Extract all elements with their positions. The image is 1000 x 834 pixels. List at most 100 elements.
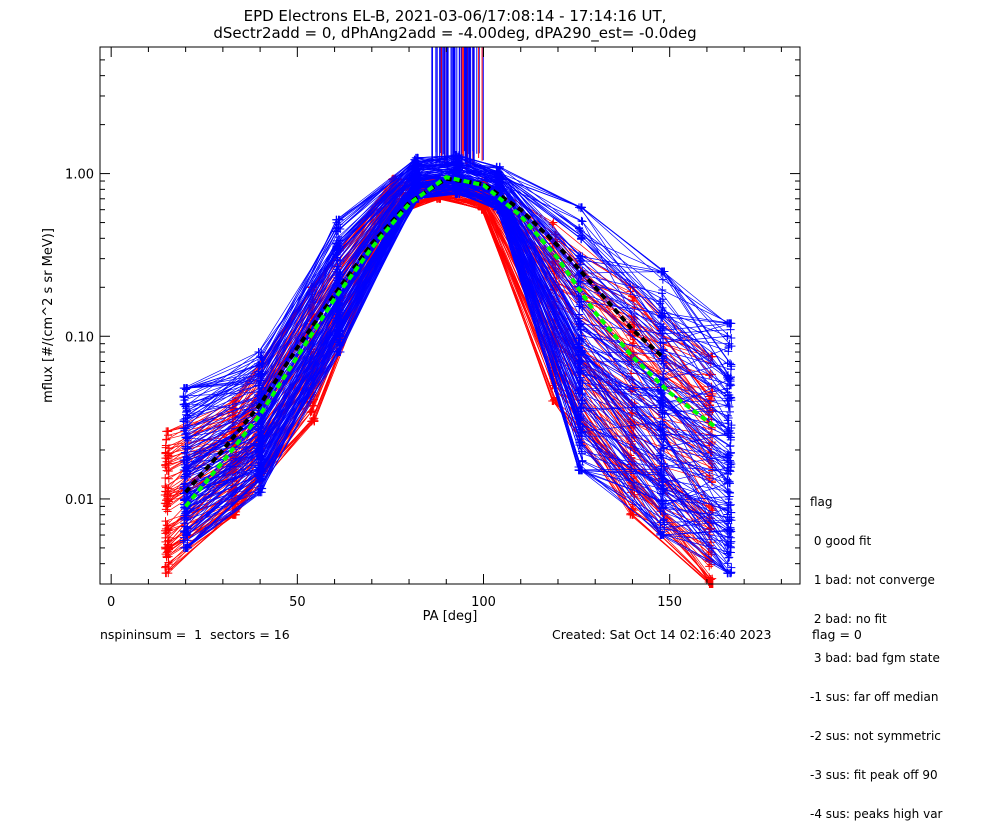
- footer-sectors: nspininsum = 1 sectors = 16: [100, 627, 290, 642]
- blue-series-point: [575, 224, 584, 233]
- blue-series-point: [410, 165, 419, 174]
- blue-series-point: [724, 488, 733, 497]
- blue-series-point: [660, 364, 669, 373]
- data-series: [160, 151, 736, 588]
- x-tick-label: 100: [471, 595, 496, 610]
- flag-item: 3 bad: bad fgm state: [810, 651, 940, 665]
- blue-series-point: [575, 339, 584, 348]
- blue-series-point: [724, 569, 733, 578]
- blue-series-point: [657, 434, 666, 443]
- blue-series-point: [656, 425, 665, 434]
- blue-series-point: [492, 170, 501, 179]
- flag-item: 0 good fit: [810, 534, 872, 548]
- blue-series-point: [183, 469, 192, 478]
- blue-series-point: [656, 449, 665, 458]
- red-series-point: [161, 473, 170, 482]
- blue-series-point: [659, 515, 668, 524]
- blue-series-point: [182, 453, 191, 462]
- blue-series-point: [659, 497, 668, 506]
- y-tick-label: 0.01: [65, 493, 94, 508]
- blue-series-point: [723, 512, 732, 521]
- blue-series-point: [255, 378, 264, 387]
- blue-series-point: [412, 182, 421, 191]
- blue-series-point: [658, 354, 667, 363]
- blue-series-point: [658, 334, 667, 343]
- blue-series-point: [575, 367, 584, 376]
- blue-series-point: [724, 413, 733, 422]
- blue-series-point: [182, 515, 191, 524]
- blue-series-point: [451, 169, 460, 178]
- x-tick-label: 150: [657, 595, 682, 610]
- red-series-point: [165, 533, 174, 542]
- red-series-point: [164, 558, 173, 567]
- blue-series-point: [183, 462, 192, 471]
- footer-created: Created: Sat Oct 14 02:16:40 2023: [552, 627, 772, 642]
- blue-series-point: [258, 436, 267, 445]
- blue-series-point: [725, 553, 734, 562]
- y-tick-label: 0.10: [65, 330, 94, 345]
- blue-series-point: [256, 482, 265, 491]
- blue-series-point: [658, 286, 667, 295]
- red-series-point: [164, 545, 173, 554]
- red-series-point: [161, 517, 170, 526]
- red-series-point: [160, 499, 169, 508]
- blue-series-line: [183, 170, 728, 406]
- blue-series-point: [182, 543, 191, 552]
- blue-series-point: [577, 447, 586, 456]
- blue-series-point: [577, 403, 586, 412]
- red-series-point: [161, 544, 170, 553]
- blue-series-point: [258, 367, 267, 376]
- blue-series-point: [659, 516, 668, 525]
- blue-series-point: [724, 403, 733, 412]
- blue-series-point: [258, 383, 266, 392]
- red-series-point: [477, 204, 486, 213]
- blue-series-point: [333, 316, 342, 325]
- blue-series-point: [258, 465, 267, 474]
- blue-series-point: [656, 299, 665, 308]
- blue-series-point: [658, 275, 667, 284]
- blue-series-point: [336, 236, 345, 245]
- blue-series-point: [656, 531, 665, 540]
- blue-series-point: [723, 450, 732, 459]
- blue-series-point: [725, 394, 734, 403]
- blue-series-point: [574, 386, 583, 395]
- flag-legend: flag 0 good fit 1 bad: not converge 2 ba…: [810, 470, 942, 834]
- blue-series-point: [254, 430, 263, 439]
- blue-series-point: [413, 153, 422, 162]
- red-series-point: [164, 444, 173, 453]
- red-series-point: [162, 527, 171, 536]
- blue-series-point: [723, 411, 732, 420]
- blue-series-point: [725, 339, 734, 348]
- blue-series-point: [335, 275, 344, 284]
- blue-series-point: [576, 460, 585, 469]
- blue-series-point: [727, 537, 736, 546]
- green-fit-curve: [184, 175, 716, 508]
- blue-series-point: [657, 459, 666, 468]
- blue-series-point: [657, 445, 666, 454]
- blue-series-point: [411, 164, 420, 173]
- blue-series-point: [183, 411, 192, 420]
- blue-series-point: [413, 175, 422, 184]
- red-series-point: [163, 521, 172, 530]
- blue-series-point: [657, 466, 666, 475]
- blue-series-point: [182, 492, 191, 501]
- blue-series-point: [255, 361, 264, 370]
- blue-series-point: [724, 541, 733, 550]
- blue-series-point: [660, 375, 669, 384]
- blue-series-point: [182, 458, 191, 467]
- blue-series-point: [725, 451, 734, 460]
- red-series-point: [161, 505, 170, 514]
- blue-series-point: [181, 442, 190, 451]
- blue-series-point: [725, 548, 734, 557]
- blue-series-point: [656, 484, 665, 493]
- blue-series-point: [333, 248, 342, 257]
- blue-series-point: [179, 393, 188, 402]
- blue-series-point: [414, 165, 423, 174]
- blue-series-point: [575, 357, 584, 366]
- blue-series-point: [725, 426, 734, 435]
- blue-series-point: [180, 504, 189, 513]
- blue-series-point: [257, 389, 266, 398]
- blue-series-point: [726, 359, 735, 368]
- red-series-point: [164, 427, 173, 436]
- blue-series-point: [574, 351, 583, 360]
